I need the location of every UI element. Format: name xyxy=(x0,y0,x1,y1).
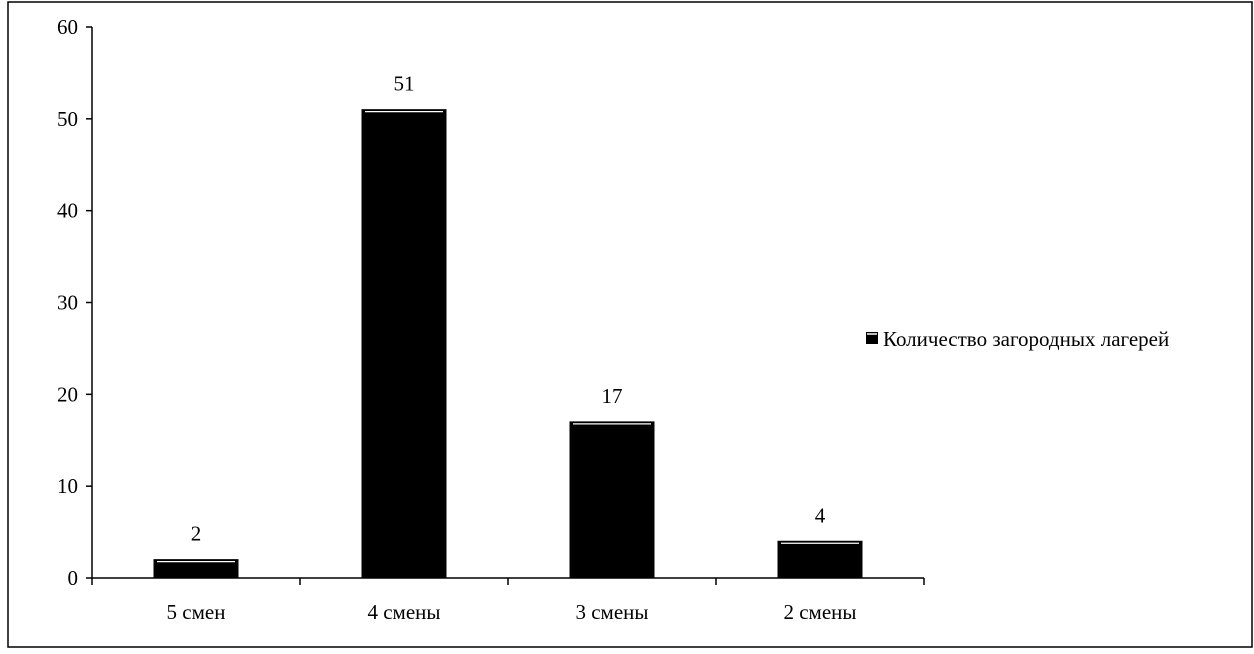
y-tick-label: 60 xyxy=(57,15,78,39)
legend-label: Количество загородных лагерей xyxy=(883,327,1169,351)
y-tick-label: 0 xyxy=(68,566,79,590)
x-category-label: 4 смены xyxy=(367,600,440,624)
bar xyxy=(153,559,239,579)
data-label: 17 xyxy=(602,384,623,408)
legend-swatch xyxy=(866,332,878,344)
y-tick-label: 20 xyxy=(57,382,78,406)
x-category-label: 5 смен xyxy=(167,600,226,624)
y-tick-label: 50 xyxy=(57,107,78,131)
bar xyxy=(361,109,447,579)
bar xyxy=(569,421,655,579)
x-category-label: 3 смены xyxy=(575,600,648,624)
data-label: 2 xyxy=(191,522,202,546)
y-tick-label: 30 xyxy=(57,291,78,315)
bar xyxy=(777,540,863,579)
data-label: 4 xyxy=(815,503,826,527)
x-category-label: 2 смены xyxy=(783,600,856,624)
plot-area: 0 10 20 30 40 50 60 2 5 смен 51 4 смены 17 3 смены 4 2… xyxy=(57,15,925,624)
y-tick-label: 40 xyxy=(57,199,78,223)
chart-border xyxy=(7,1,1253,648)
y-tick-label: 10 xyxy=(57,474,78,498)
data-label: 51 xyxy=(394,72,415,96)
legend: Количество загородных лагерей xyxy=(866,327,1169,351)
